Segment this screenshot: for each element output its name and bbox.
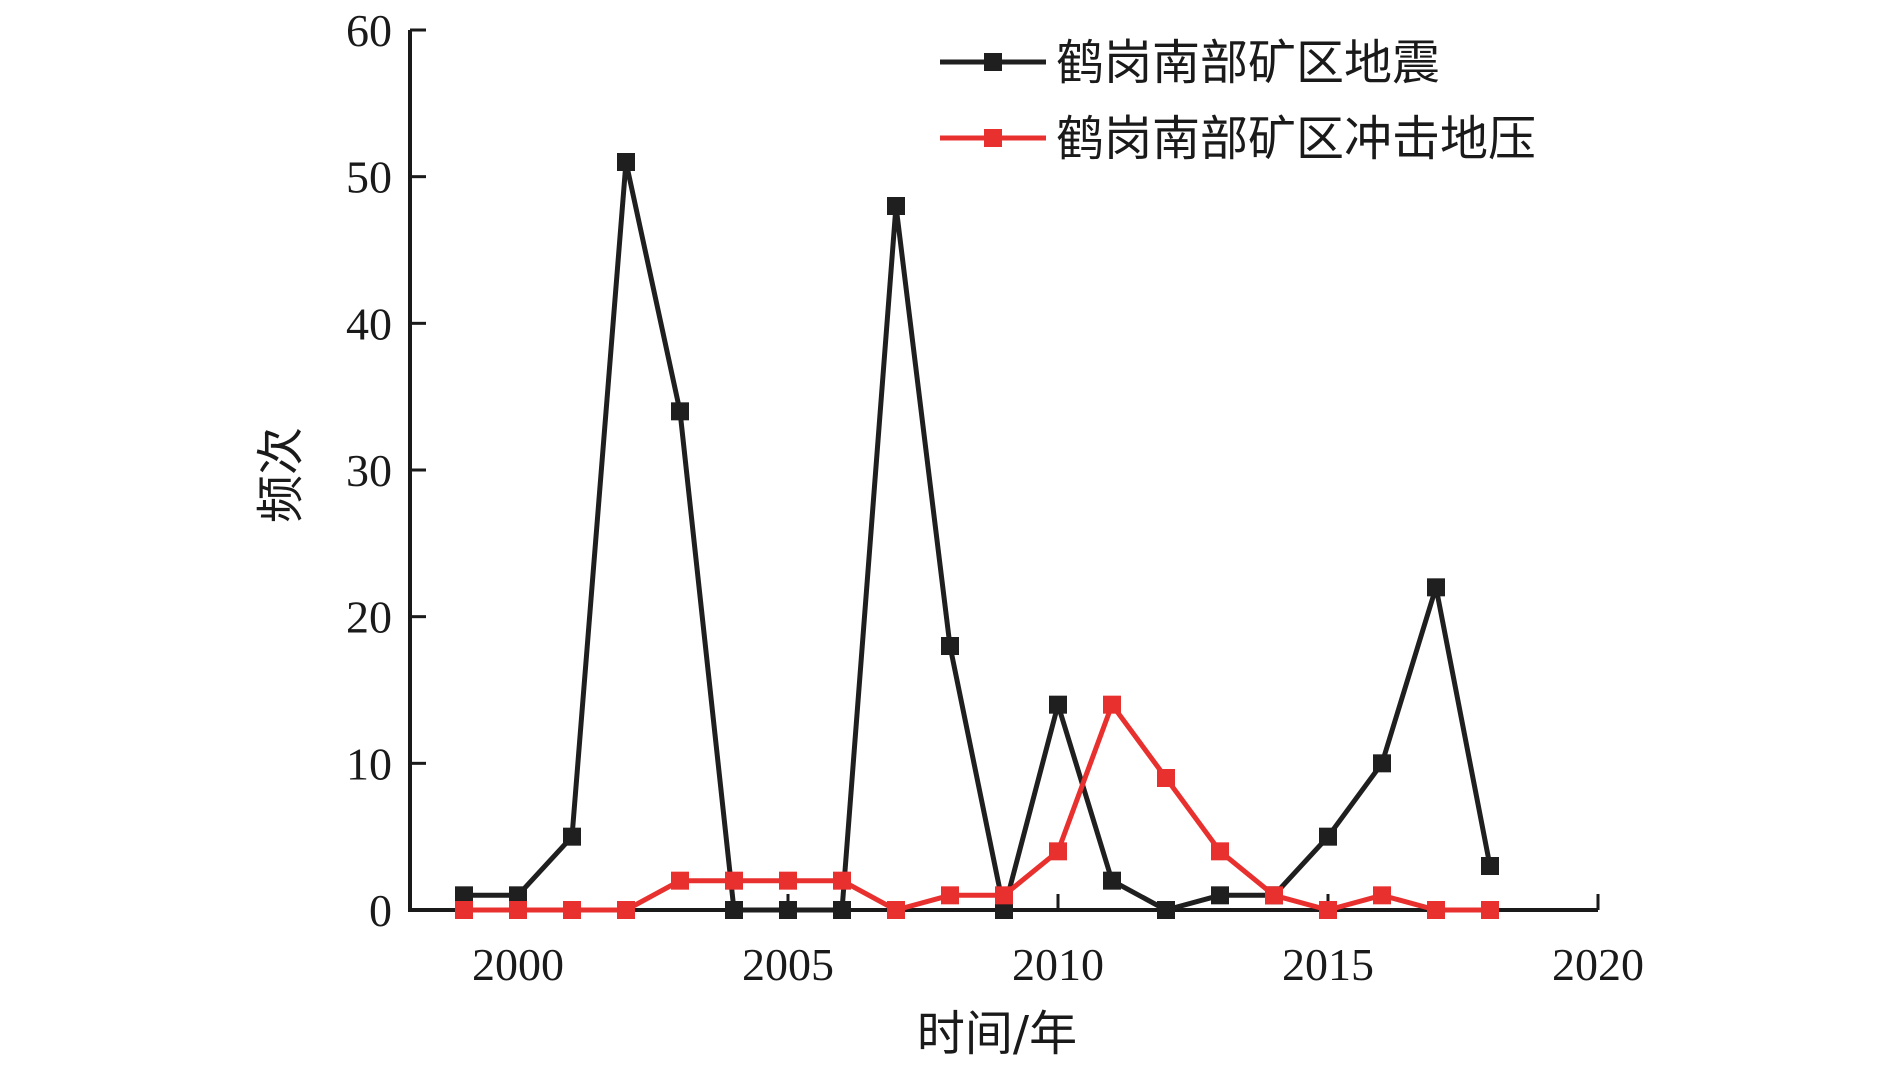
y-tick-label: 20 <box>346 592 392 643</box>
data-point-1 <box>617 153 635 171</box>
x-tick-label: 2020 <box>1552 939 1644 990</box>
data-point-1 <box>1481 857 1499 875</box>
data-point-2 <box>1481 901 1499 919</box>
series-layer <box>455 153 1499 919</box>
x-tick-label: 2005 <box>742 939 834 990</box>
data-point-2 <box>833 871 851 890</box>
data-point-1 <box>779 901 797 919</box>
data-point-2 <box>779 871 797 890</box>
y-tick-label: 0 <box>369 885 392 936</box>
data-point-2 <box>1211 842 1229 861</box>
y-tick-label: 10 <box>346 738 392 789</box>
data-point-1 <box>1103 871 1121 890</box>
data-point-2 <box>509 901 527 919</box>
data-point-1 <box>455 886 473 905</box>
series-line-1 <box>464 159 1493 913</box>
data-point-2 <box>1157 769 1175 787</box>
data-point-2 <box>1265 886 1283 905</box>
data-point-2 <box>617 901 635 919</box>
legend-label-2: 鹤岗南部矿区冲击地压 <box>1056 111 1536 167</box>
data-point-1 <box>725 901 743 919</box>
data-point-1 <box>887 197 905 215</box>
data-point-2 <box>563 901 581 919</box>
data-point-1 <box>833 901 851 919</box>
data-point-2 <box>887 901 905 919</box>
data-point-1 <box>671 402 689 421</box>
y-axis-label: 频次 <box>253 427 309 523</box>
data-point-2 <box>1319 901 1337 919</box>
y-tick-label: 60 <box>346 5 392 56</box>
data-point-2 <box>941 886 959 905</box>
data-point-2 <box>455 901 473 919</box>
data-point-2 <box>1427 901 1445 919</box>
data-point-2 <box>1049 842 1067 861</box>
data-point-2 <box>1373 886 1391 905</box>
data-point-1 <box>563 827 581 846</box>
data-point-1 <box>995 901 1013 919</box>
x-axis-label: 时间/年 <box>917 1006 1077 1062</box>
y-tick-label: 40 <box>346 298 392 349</box>
y-tick-label: 30 <box>346 445 392 496</box>
data-point-1 <box>1427 578 1445 597</box>
data-point-2 <box>671 871 689 890</box>
axis-ticks: 0 10 20 30 40 50 60 2000 2005 2010 2015 2020 <box>346 5 1644 990</box>
legend-marker-2 <box>984 129 1002 147</box>
x-tick-label: 2010 <box>1012 939 1104 990</box>
series-line-2 <box>464 702 1490 913</box>
data-point-1 <box>1319 827 1337 846</box>
legend-marker-1 <box>984 53 1002 71</box>
legend-label-1: 鹤岗南部矿区地震 <box>1056 35 1440 91</box>
data-point-1 <box>1211 886 1229 905</box>
x-tick-label: 2000 <box>472 939 564 990</box>
data-point-2 <box>725 871 743 890</box>
y-tick-label: 50 <box>346 152 392 203</box>
x-tick-label: 2015 <box>1282 939 1374 990</box>
data-point-1 <box>1049 695 1067 714</box>
data-point-1 <box>941 637 959 655</box>
data-point-1 <box>509 886 527 905</box>
data-point-2 <box>995 886 1013 905</box>
data-point-1 <box>1373 754 1391 773</box>
data-point-2 <box>1103 695 1121 714</box>
data-point-1 <box>1157 901 1175 919</box>
